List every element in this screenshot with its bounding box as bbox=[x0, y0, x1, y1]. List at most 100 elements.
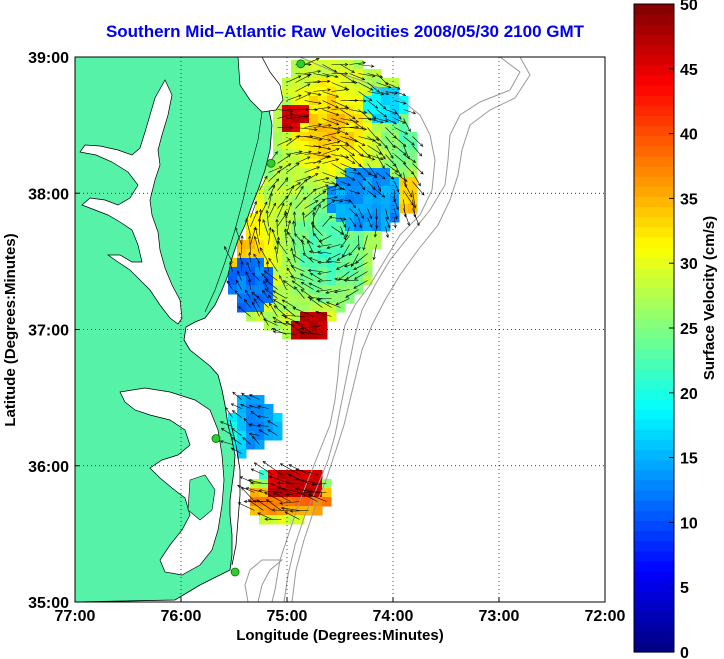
velocity-arrow bbox=[277, 109, 294, 112]
colorbar-swatch bbox=[634, 641, 674, 653]
velocity-arrow bbox=[241, 235, 243, 254]
velocity-arrowhead bbox=[287, 154, 291, 158]
velocity-arrow bbox=[322, 64, 337, 73]
velocity-arrow bbox=[268, 185, 275, 200]
velocity-arrow bbox=[286, 162, 300, 173]
velocity-arrowhead bbox=[417, 182, 421, 187]
velocity-arrow bbox=[385, 91, 398, 94]
colorbar-swatch bbox=[634, 297, 674, 309]
velocity-arrow bbox=[385, 109, 398, 115]
velocity-arrow bbox=[317, 299, 332, 308]
velocity-arrowhead bbox=[327, 138, 332, 142]
velocity-arrowhead bbox=[304, 178, 308, 183]
velocity-cell bbox=[295, 479, 305, 489]
velocity-arrowhead bbox=[315, 310, 319, 314]
velocity-arrowhead bbox=[395, 206, 399, 211]
velocity-arrow bbox=[277, 154, 291, 164]
velocity-arrowhead bbox=[271, 328, 276, 331]
velocity-arrowhead bbox=[241, 392, 245, 396]
velocity-cell bbox=[264, 294, 274, 304]
velocity-cell bbox=[291, 87, 301, 97]
velocity-cell bbox=[336, 294, 346, 304]
velocity-arrow bbox=[331, 188, 342, 191]
velocity-arrowhead bbox=[257, 405, 261, 409]
velocity-cell bbox=[282, 276, 292, 286]
velocity-arrow bbox=[367, 73, 383, 78]
colorbar-swatch bbox=[634, 429, 674, 440]
velocity-arrowhead bbox=[343, 224, 347, 229]
velocity-arrow bbox=[259, 247, 269, 263]
velocity-arrow bbox=[252, 435, 260, 445]
velocity-arrow bbox=[269, 302, 278, 317]
velocity-arrow bbox=[346, 271, 359, 280]
velocity-arrowhead bbox=[336, 257, 341, 261]
velocity-arrowhead bbox=[243, 499, 248, 504]
velocity-cell bbox=[255, 186, 265, 196]
velocity-cell bbox=[273, 141, 283, 151]
velocity-arrowhead bbox=[380, 120, 384, 124]
velocity-cell bbox=[318, 321, 328, 331]
velocity-arrow bbox=[313, 124, 332, 128]
velocity-arrowhead bbox=[236, 270, 240, 274]
velocity-arrowhead bbox=[273, 202, 276, 207]
velocity-arrow bbox=[264, 288, 278, 299]
velocity-cell bbox=[228, 431, 238, 441]
velocity-arrowhead bbox=[281, 299, 286, 303]
velocity-arrow bbox=[322, 109, 339, 116]
velocity-arrow bbox=[264, 492, 282, 502]
velocity-cell bbox=[300, 321, 310, 331]
colorbar-label: Surface Velocity (cm/s) bbox=[701, 216, 718, 380]
velocity-arrowhead bbox=[402, 93, 407, 97]
velocity-arrowhead bbox=[327, 88, 331, 92]
velocity-cell bbox=[250, 488, 260, 498]
velocity-arrowhead bbox=[318, 160, 322, 164]
velocity-arrow bbox=[313, 80, 330, 83]
velocity-arrow bbox=[285, 492, 309, 495]
velocity-arrowhead bbox=[258, 489, 262, 493]
velocity-arrow bbox=[268, 166, 283, 173]
velocity-arrowhead bbox=[347, 182, 351, 186]
velocity-arrow bbox=[243, 418, 251, 427]
velocity-arrow bbox=[376, 109, 387, 118]
velocity-cell bbox=[264, 431, 274, 441]
velocity-cell bbox=[354, 186, 364, 196]
velocity-arrowhead bbox=[290, 265, 295, 269]
velocity-arrowhead bbox=[334, 277, 338, 281]
velocity-arrow bbox=[242, 437, 251, 445]
velocity-arrow bbox=[236, 279, 242, 290]
velocity-arrow bbox=[322, 185, 338, 191]
velocity-arrow bbox=[221, 428, 233, 436]
velocity-arrowhead bbox=[288, 201, 292, 206]
velocity-cell bbox=[273, 231, 283, 241]
velocity-arrow bbox=[277, 195, 288, 209]
velocity-cell bbox=[399, 123, 409, 133]
isobath-1 bbox=[271, 57, 436, 602]
velocity-cell bbox=[291, 312, 301, 322]
velocity-arrow bbox=[331, 107, 350, 110]
velocity-arrowhead bbox=[335, 158, 340, 162]
velocity-arrowhead bbox=[381, 194, 386, 198]
velocity-arrowhead bbox=[369, 224, 373, 228]
velocity-arrow bbox=[394, 109, 402, 120]
velocity-arrowhead bbox=[275, 178, 280, 182]
velocity-cell bbox=[300, 168, 310, 178]
velocity-cell bbox=[300, 258, 310, 268]
velocity-arrow bbox=[235, 227, 242, 245]
velocity-arrowhead bbox=[282, 306, 287, 310]
velocity-cell bbox=[300, 294, 310, 304]
velocity-cell bbox=[237, 294, 247, 304]
velocity-arrow bbox=[309, 297, 323, 308]
velocity-arrowhead bbox=[335, 94, 340, 98]
velocity-arrowhead bbox=[276, 481, 280, 485]
velocity-arrowhead bbox=[403, 152, 407, 156]
station-marker bbox=[211, 434, 221, 443]
velocity-arrowhead bbox=[345, 294, 349, 298]
chesapeake-bay bbox=[79, 79, 183, 325]
colorbar-swatch bbox=[634, 439, 674, 451]
velocity-arrow bbox=[231, 428, 242, 436]
velocity-cell bbox=[282, 303, 292, 313]
x-tick-label: 76:00 bbox=[161, 608, 202, 625]
velocity-arrowhead bbox=[367, 172, 372, 176]
velocity-arrowhead bbox=[380, 92, 385, 96]
velocity-arrow bbox=[403, 118, 411, 132]
